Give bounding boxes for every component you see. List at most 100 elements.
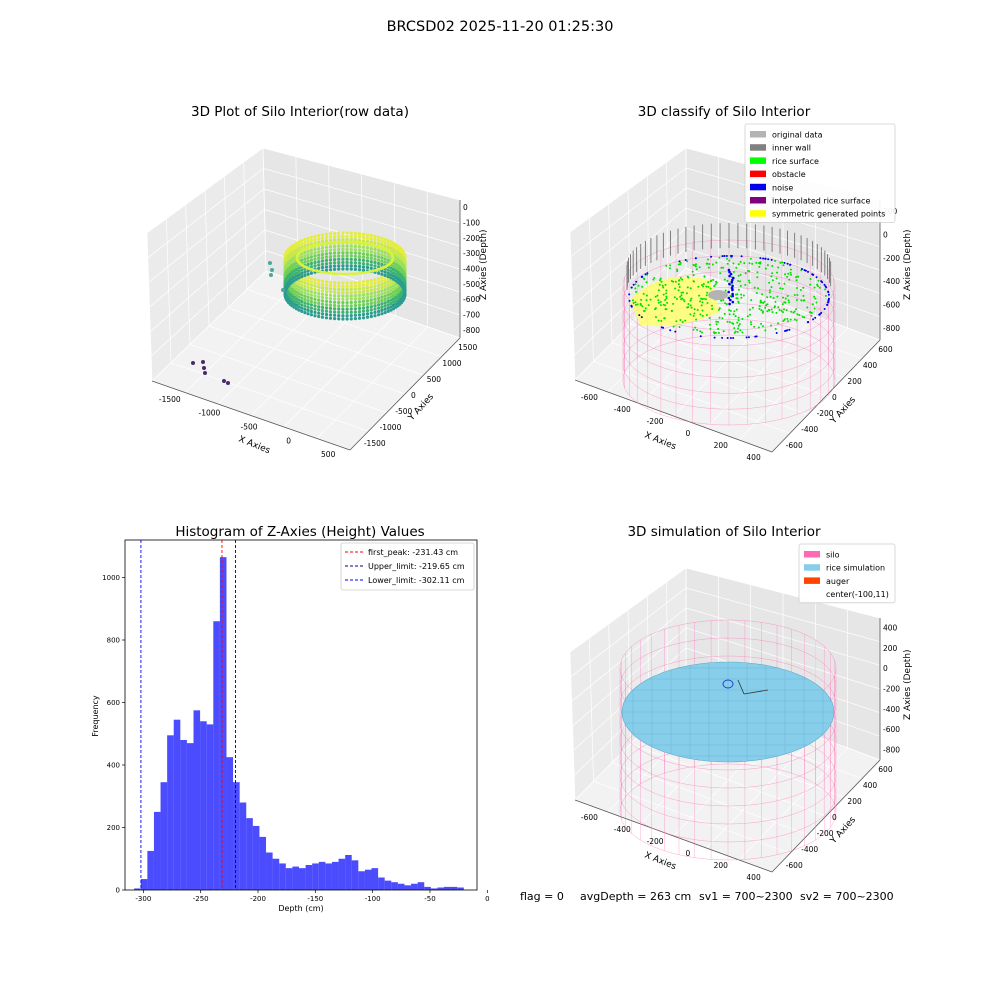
rice-surface-point: [672, 325, 675, 328]
data-point: [294, 307, 299, 311]
data-point: [349, 314, 353, 318]
data-point: [349, 264, 353, 268]
data-point: [328, 271, 332, 275]
data-point: [324, 255, 329, 259]
rice-surface-point: [683, 300, 686, 303]
data-point: [341, 234, 345, 238]
rice-surface-point: [642, 292, 645, 295]
data-point: [345, 267, 349, 271]
histogram-bar: [206, 724, 214, 891]
rice-surface-point: [694, 326, 697, 329]
x-tick-label: -200: [647, 837, 664, 846]
data-point: [324, 239, 329, 243]
data-point: [394, 282, 398, 286]
rice-surface-point: [701, 331, 703, 334]
rice-surface-point: [644, 307, 647, 310]
rice-surface-point: [748, 279, 750, 282]
data-point: [349, 297, 353, 301]
raw-tick-labels: -1500-1000-5000500-1500-1000-50005001000…: [159, 203, 480, 459]
data-point: [306, 249, 310, 253]
x-tick-label: -1500: [159, 395, 181, 404]
rice-surface-point: [797, 275, 800, 278]
histogram-bar: [272, 858, 280, 890]
rice-surface-point: [703, 275, 706, 278]
rice-surface-point: [726, 257, 728, 260]
raw-z-axis-label: Z Axies (Depth): [479, 229, 489, 300]
x-tick-label: -600: [581, 813, 598, 822]
z-tick-label: -300: [463, 249, 480, 258]
rice-surface-point: [762, 325, 764, 328]
panel-classify-3d: 3D classify of Silo Interior -600 -400 -20…: [569, 104, 913, 462]
data-point: [313, 281, 317, 285]
data-point: [320, 239, 325, 243]
rice-surface-point: [764, 329, 767, 332]
rice-surface-point: [809, 311, 812, 314]
data-point: [386, 268, 390, 272]
data-point: [341, 307, 345, 311]
noise-point: [730, 280, 734, 284]
y-tick-label: 200: [107, 824, 120, 832]
rice-surface-point: [730, 282, 733, 285]
rice-surface-point: [790, 273, 793, 276]
data-point: [361, 299, 366, 303]
noise-point: [821, 281, 824, 284]
noise-point: [646, 272, 649, 275]
rice-surface-point: [654, 295, 657, 298]
legend-swatch: [804, 564, 820, 571]
data-point: [328, 300, 333, 304]
rice-surface-point: [700, 304, 703, 307]
rice-surface-point: [640, 298, 643, 301]
z-tick-label: 0: [463, 203, 468, 212]
data-point: [389, 240, 393, 244]
rice-surface-point: [655, 316, 657, 319]
noise-point: [730, 286, 734, 290]
data-point: [380, 272, 384, 276]
data-point: [365, 302, 370, 306]
rice-surface-point: [732, 313, 735, 316]
rice-surface-point: [774, 300, 777, 303]
noise-point: [775, 332, 778, 334]
rice-surface-point: [733, 327, 736, 330]
data-point: [369, 256, 373, 260]
data-point: [313, 264, 317, 268]
data-point: [313, 310, 317, 314]
z-tick-label: -400: [463, 265, 480, 274]
legend-frame: [798, 543, 896, 604]
data-point: [328, 316, 333, 320]
data-point: [357, 245, 362, 249]
data-point: [383, 297, 387, 302]
rice-surface-point: [665, 289, 668, 292]
data-point: [337, 231, 341, 235]
data-point: [365, 295, 370, 300]
rice-surface-point: [662, 293, 665, 296]
data-point: [317, 288, 321, 292]
rice-surface-point: [642, 277, 645, 280]
data-point: [357, 313, 362, 317]
data-point: [341, 317, 345, 321]
data-point: [349, 238, 353, 242]
data-point: [309, 309, 313, 314]
rice-surface-point: [706, 291, 709, 294]
rice-surface-point: [736, 293, 739, 296]
data-point: [300, 280, 304, 284]
data-point: [353, 317, 357, 321]
rice-surface-point: [737, 288, 740, 291]
data-point: [353, 258, 357, 262]
rice-surface-point: [783, 282, 786, 285]
data-point: [357, 293, 362, 297]
data-point: [320, 246, 325, 250]
rice-surface-point: [659, 301, 662, 303]
data-point: [337, 307, 341, 311]
data-point: [353, 307, 357, 311]
data-point: [328, 287, 333, 291]
data-point: [357, 310, 362, 314]
data-point: [345, 234, 349, 238]
noise-point: [728, 270, 731, 274]
data-point: [357, 255, 362, 259]
histogram-bar: [378, 877, 385, 890]
data-point: [365, 249, 370, 253]
data-point: [380, 312, 384, 316]
histogram-ticks: -300 -250 -200 -150 -100 -50 0 0 200 400 600 800 100…: [102, 574, 489, 903]
data-point: [317, 295, 321, 299]
rice-surface-point: [747, 269, 749, 272]
